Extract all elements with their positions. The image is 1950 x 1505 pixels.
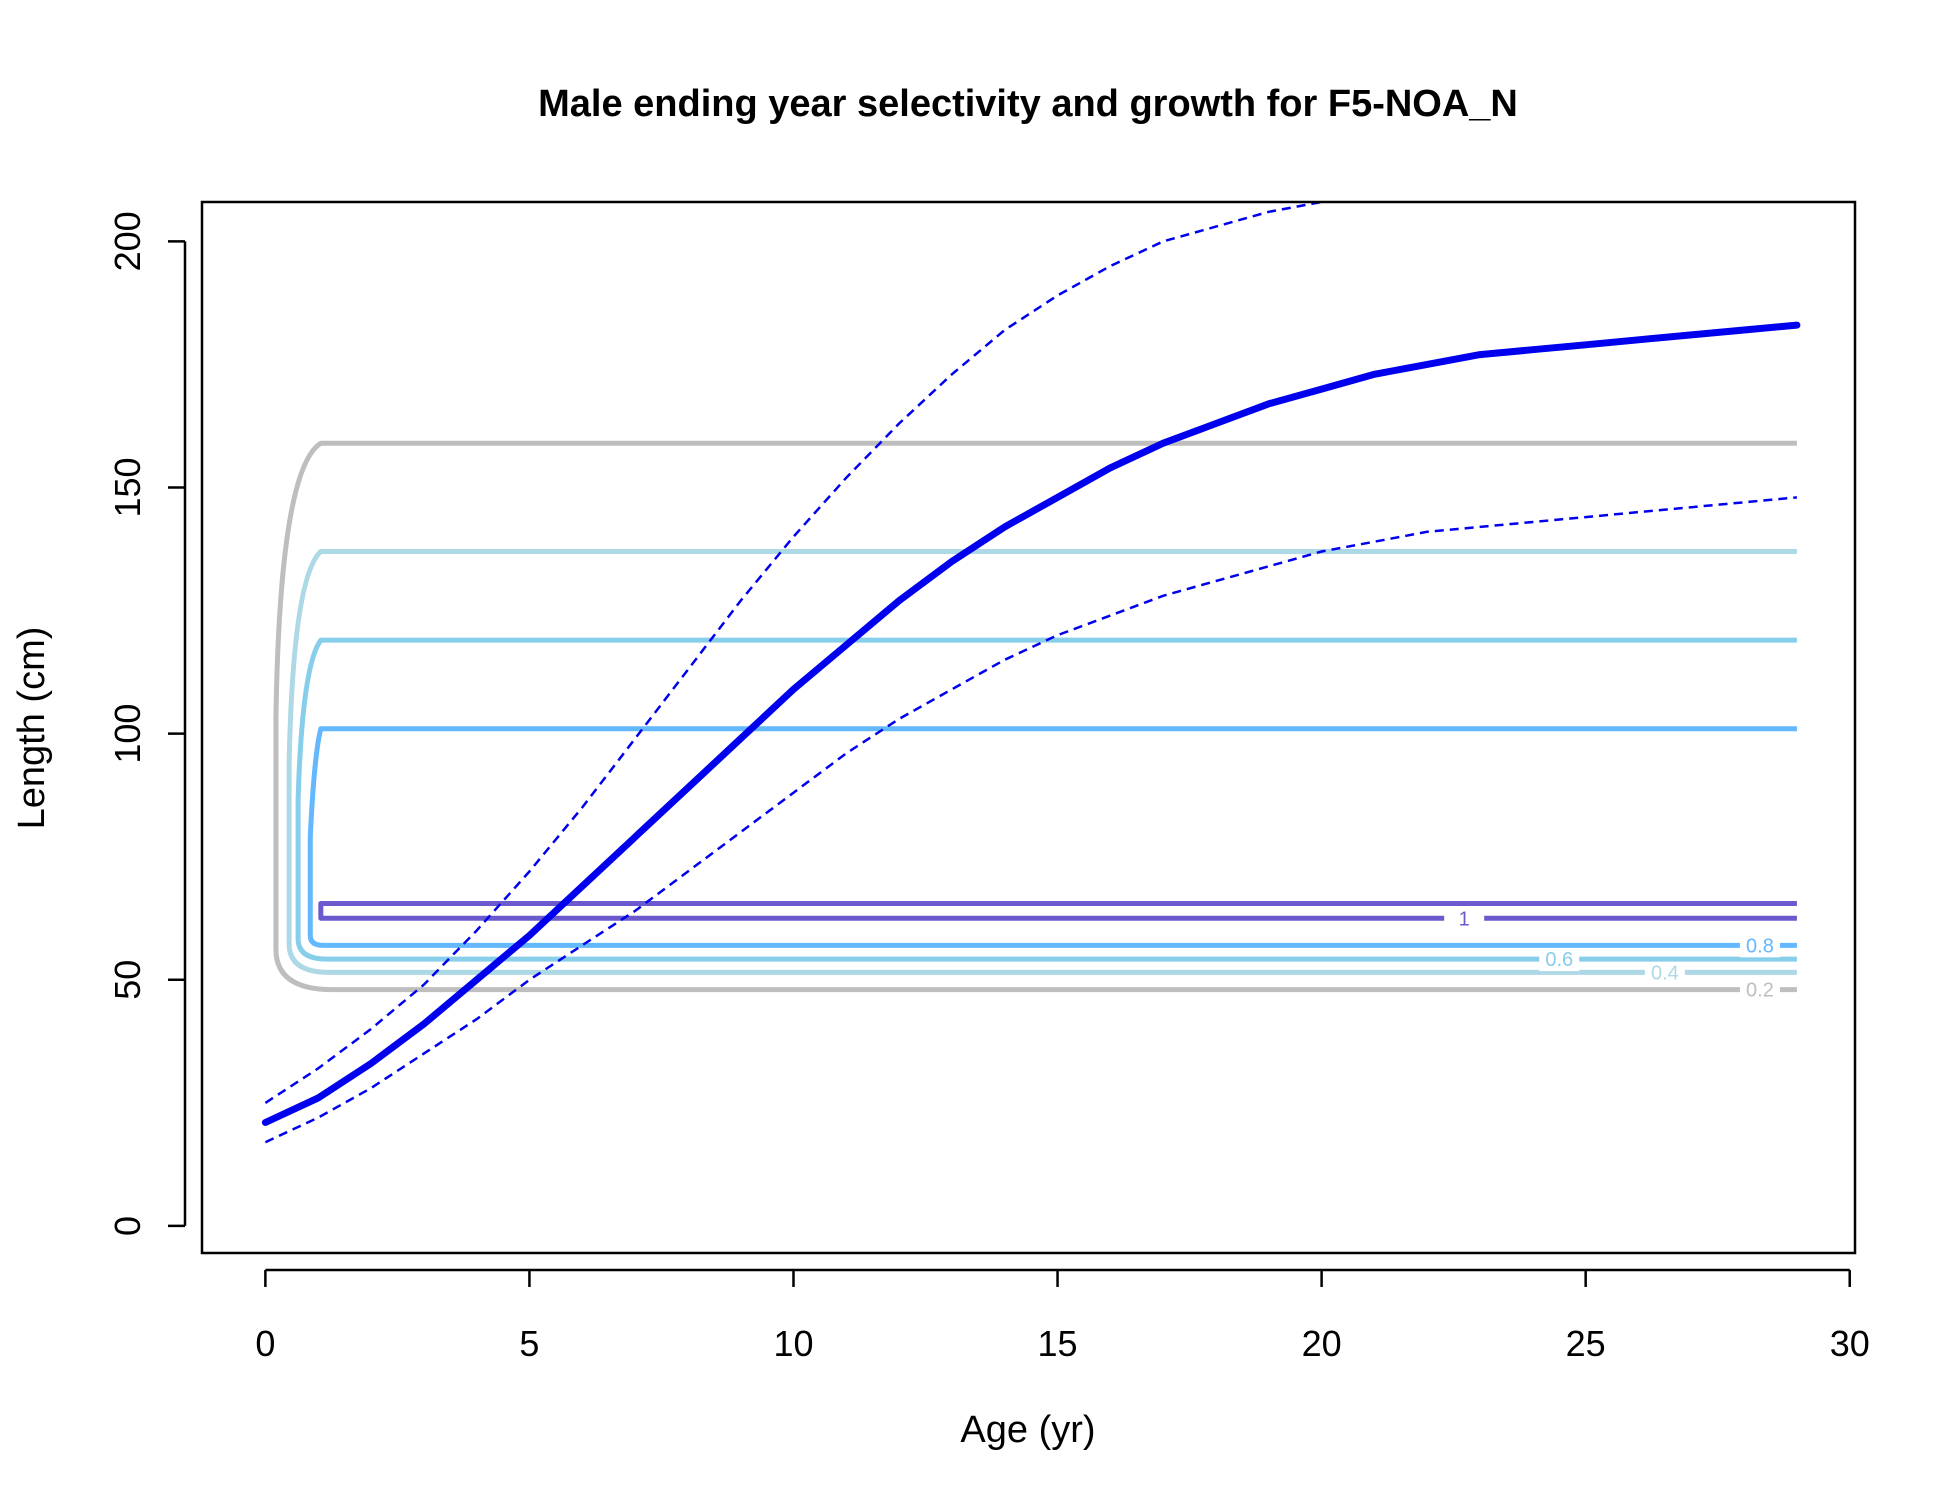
contour-label-0-2: 0.2 — [1746, 980, 1774, 1002]
x-tick-label: 25 — [1566, 1323, 1606, 1364]
y-tick-label: 100 — [107, 704, 148, 764]
contour-label-gap-1 — [1444, 906, 1485, 931]
y-tick-label: 200 — [107, 211, 148, 271]
contour-line-0-6 — [295, 637, 1797, 962]
y-tick-label: 0 — [107, 1216, 148, 1236]
growth-mean-line — [261, 321, 1801, 1126]
contour-label-0-6: 0.6 — [1545, 949, 1573, 971]
contour-line-0-2 — [273, 440, 1797, 993]
contour-label-gap-0-2 — [1739, 977, 1780, 1002]
x-tick-label: 0 — [255, 1323, 275, 1364]
x-tick-label: 5 — [519, 1323, 539, 1364]
y-axis-label: Length (cm) — [11, 627, 53, 830]
contour-line-0-8 — [307, 726, 1797, 948]
contour-label-gap-0-4 — [1644, 960, 1685, 985]
contour-line-1 — [318, 900, 1797, 921]
plot-frame — [200, 200, 1857, 1255]
contour-label-1: 1 — [1459, 908, 1470, 930]
contour-label-gap-0-6 — [1539, 947, 1580, 972]
y-tick-label: 150 — [107, 457, 148, 517]
y-tick-label: 50 — [107, 960, 148, 1000]
growth-curves — [261, 202, 1801, 1144]
contour-label-gap-0-8 — [1739, 933, 1780, 958]
axes: 0 5 10 15 20 25 30 0 50 100 150 200 — [107, 211, 1870, 1364]
x-tick-label: 30 — [1830, 1323, 1870, 1364]
x-axis-label: Age (yr) — [960, 1409, 1095, 1451]
contour-line-0-4 — [286, 549, 1797, 975]
contour-label-0-4: 0.4 — [1651, 962, 1679, 984]
x-tick-label: 10 — [773, 1323, 813, 1364]
selectivity-contours: 0.2 0.4 0.6 0.8 1 — [273, 440, 1797, 1002]
x-tick-label: 20 — [1302, 1323, 1342, 1364]
growth-lower-interval-line — [264, 496, 1798, 1144]
x-tick-label: 15 — [1038, 1323, 1078, 1364]
chart-title: Male ending year selectivity and growth … — [538, 83, 1518, 125]
contour-label-0-8: 0.8 — [1746, 935, 1774, 957]
